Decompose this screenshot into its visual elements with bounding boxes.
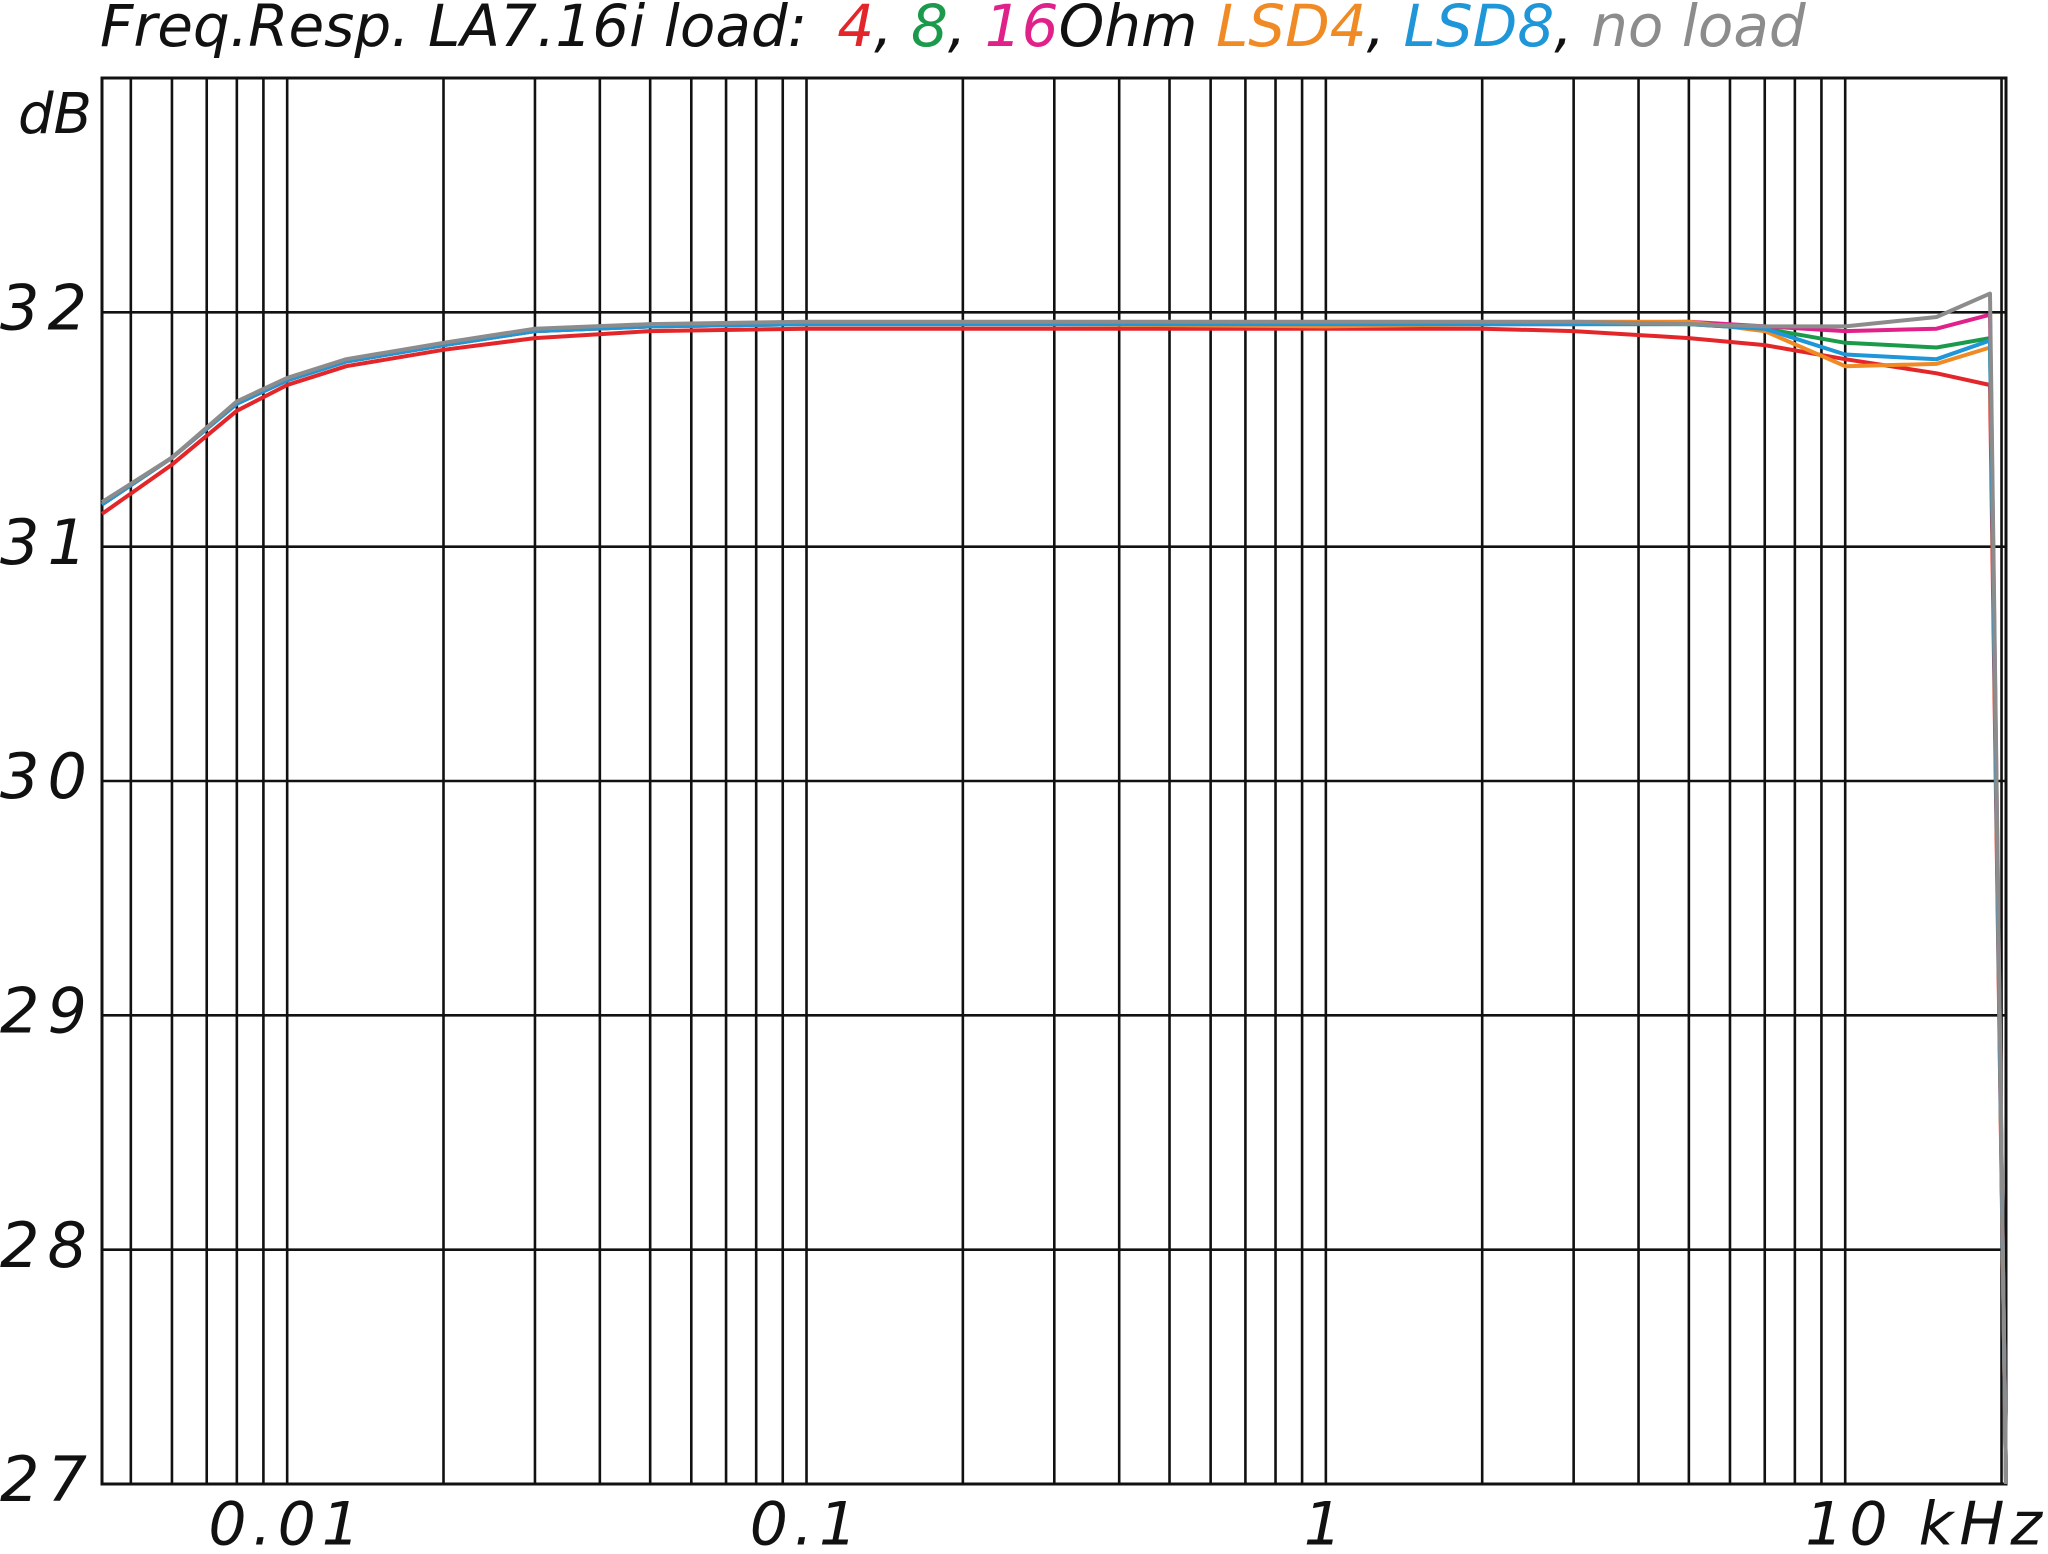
legend-separator: , <box>1554 0 1591 60</box>
legend-entry: LSD8 <box>1404 0 1555 60</box>
legend-entry: 16 <box>985 0 1059 60</box>
y-axis-label: dB <box>18 82 92 147</box>
series-line <box>100 322 2008 1485</box>
legend-entry: no load <box>1591 0 1807 60</box>
legend-entry: LSD4 <box>1216 0 1367 60</box>
y-tick-label: 29 <box>0 974 95 1047</box>
series-line <box>100 326 2008 1485</box>
x-tick-label: 10 kHz <box>1805 1490 2048 1554</box>
y-tick-label: 27 <box>0 1443 95 1516</box>
plot-frame <box>100 76 2008 1486</box>
y-tick-label: 31 <box>0 506 95 579</box>
y-tick-label: 32 <box>0 271 95 344</box>
x-tick-label: 1 <box>1304 1490 1348 1554</box>
series-line <box>100 291 2008 1485</box>
legend-separator: , <box>874 0 911 60</box>
y-tick-label: 30 <box>0 740 95 813</box>
legend-separator: Ohm <box>1059 0 1216 60</box>
legend-separator: , <box>948 0 985 60</box>
legend-entry: 4 <box>837 0 874 60</box>
legend-entry: 8 <box>911 0 948 60</box>
x-tick-label: 0.01 <box>208 1490 366 1554</box>
title-text: Freq.Resp. LA7.16i load: <box>100 0 807 60</box>
x-tick-label: 0.1 <box>750 1490 863 1554</box>
legend-separator: , <box>1367 0 1404 60</box>
chart-title: Freq.Resp. LA7.16i load: 4, 8, 16Ohm LSD4… <box>100 0 1807 60</box>
y-tick-label: 28 <box>0 1209 95 1282</box>
